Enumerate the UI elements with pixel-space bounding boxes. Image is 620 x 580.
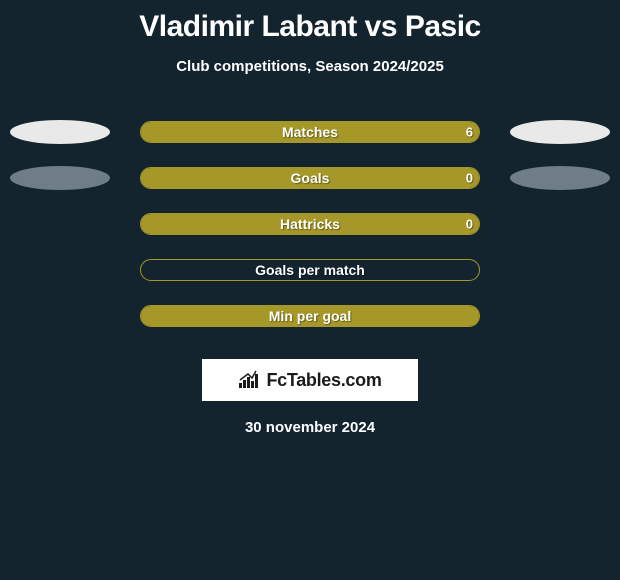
page-title: Vladimir Labant vs Pasic	[0, 0, 620, 44]
stat-value: 0	[466, 171, 473, 186]
stat-label: Hattricks	[280, 216, 340, 232]
stat-row: Hattricks 0	[0, 201, 620, 247]
stat-value: 0	[466, 217, 473, 232]
stat-row: Min per goal	[0, 293, 620, 339]
stat-bar: Matches 6	[140, 121, 480, 143]
stat-label: Min per goal	[269, 308, 351, 324]
stat-bar: Goals per match	[140, 259, 480, 281]
stat-bar: Goals 0	[140, 167, 480, 189]
stat-bar: Min per goal	[140, 305, 480, 327]
stat-bar: Hattricks 0	[140, 213, 480, 235]
logo-badge: FcTables.com	[202, 359, 418, 401]
stat-value: 6	[466, 125, 473, 140]
stat-row: Goals per match	[0, 247, 620, 293]
stat-label: Matches	[282, 124, 338, 140]
right-marker	[510, 166, 610, 190]
left-marker	[10, 120, 110, 144]
stat-row: Matches 6	[0, 109, 620, 155]
left-marker	[10, 166, 110, 190]
footer-date: 30 november 2024	[0, 419, 620, 436]
chart-icon	[238, 370, 260, 390]
comparison-chart: Matches 6 Goals 0 Hattricks 0 Goals per match M…	[0, 109, 620, 339]
right-marker	[510, 120, 610, 144]
subtitle: Club competitions, Season 2024/2025	[0, 58, 620, 75]
stat-label: Goals per match	[255, 262, 365, 278]
logo-text: FcTables.com	[266, 370, 381, 391]
stat-label: Goals	[291, 170, 330, 186]
stat-row: Goals 0	[0, 155, 620, 201]
